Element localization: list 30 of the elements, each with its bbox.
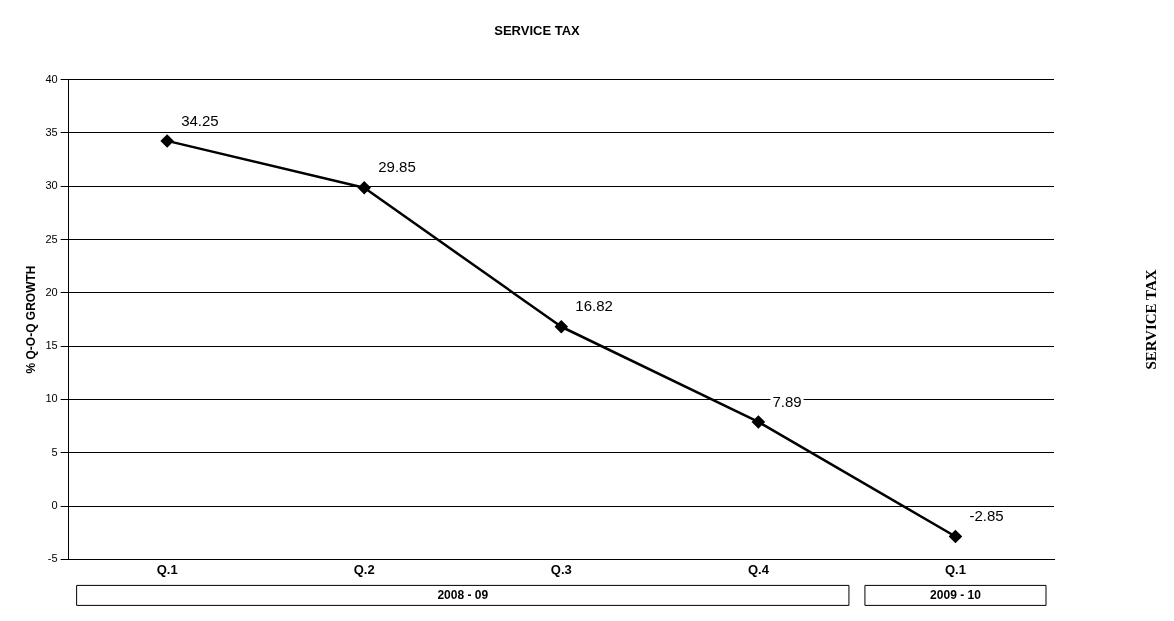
y-tick-label: 40 [45,72,58,85]
x-tick-label: Q.1 [156,561,178,577]
text: SERVICE TAX [1142,269,1159,370]
point [555,320,568,333]
point [949,530,962,543]
x-tick-label: Q.1 [944,561,966,577]
text: 2008 - 09 [437,587,489,602]
x-tick-label: Q.4 [747,561,770,577]
y-tick-label: 35 [45,125,58,138]
y-tick-label: 30 [45,179,58,192]
y-tick-label: 10 [45,392,58,405]
point [752,415,765,429]
x-tick-label: Q.3 [550,561,572,577]
data-label: 7.89 [772,392,802,410]
y-tick-label: 15 [45,339,58,352]
y-tick-label: 20 [45,285,58,298]
data-label: 16.82 [575,297,613,315]
data-label: -2.85 [969,507,1004,525]
y-tick-label: 0 [51,499,58,512]
point [358,181,371,195]
x-tick-label: Q.2 [353,561,375,577]
y-axis-title: % Q-O-Q GROWTH [23,265,38,374]
data-label: 29.85 [378,158,416,176]
y-tick-label: 25 [45,232,58,245]
point [160,134,174,148]
chart-title: SERVICE TAX [494,23,581,39]
y-tick-label: 5 [51,445,58,458]
text: 2009 - 10 [930,587,982,602]
y-tick-label: -5 [47,552,58,565]
data-label: 34.25 [181,111,219,129]
